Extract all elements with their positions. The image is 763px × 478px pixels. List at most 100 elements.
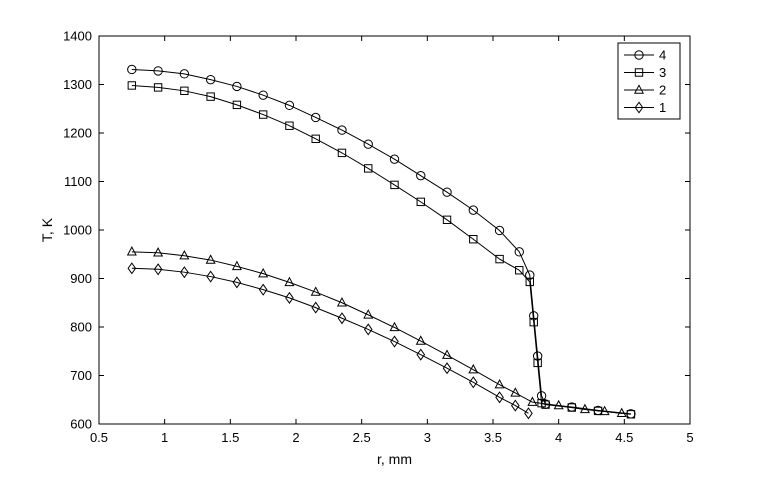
data-point [533,358,542,368]
data-point [510,387,521,397]
x-tick-label: 1.5 [221,430,239,445]
data-point [553,399,564,410]
data-point [206,92,215,101]
data-point [153,247,164,257]
y-tick-label: 900 [70,271,92,286]
data-point [180,86,189,96]
x-axis-label: r, mm [377,451,412,467]
data-point [337,125,347,135]
data-point [285,121,294,130]
legend-marker [634,50,644,60]
legend-item: 3 [624,65,666,80]
data-point [337,312,347,325]
data-point [258,283,268,296]
x-tick-label: 4.5 [615,430,633,445]
data-point [514,247,524,257]
legend-label: 3 [659,65,666,80]
legend-label: 1 [659,100,666,115]
data-point [415,335,426,345]
data-point [515,266,524,275]
data-point [469,235,478,244]
data-point [525,277,534,287]
data-point [363,323,373,336]
data-point [494,378,505,389]
data-point [311,112,321,123]
data-point [364,164,373,173]
data-point [205,254,216,264]
axis-ticks: 0.5 1 1.5 2 2.5 3 3.5 4 4.5 5 600 700 800 900 1000 1100… [63,29,694,446]
data-point [258,110,268,119]
data-point [442,362,452,375]
data-point [511,399,520,412]
y-tick-label: 1000 [63,223,92,238]
legend-marker [633,84,645,94]
data-point [524,407,533,420]
x-tick-label: 4 [555,430,562,445]
data-point [153,263,163,276]
data-point [468,376,478,389]
data-point [442,349,453,359]
data-point [363,309,374,319]
data-point [337,148,347,158]
data-point [363,139,373,149]
data-point [442,215,452,225]
y-tick-label: 700 [70,368,92,383]
data-point [416,197,425,207]
data-point [258,90,268,100]
data-point [127,81,137,90]
data-point [284,100,295,111]
data-point [390,335,399,348]
y-tick-label: 1300 [63,77,92,92]
y-tick-label: 800 [70,320,92,335]
x-tick-label: 2.5 [353,430,371,445]
data-point [468,363,479,374]
data-point [390,180,399,190]
series-1 [127,262,533,420]
data-point [258,267,269,278]
data-point [127,64,137,75]
data-point [153,83,163,92]
data-point [232,81,242,92]
data-point [525,270,535,280]
data-point [206,270,215,283]
data-point [179,69,190,79]
data-point [567,403,576,412]
data-point [468,205,478,215]
y-axis-label: T, K [39,217,55,242]
data-point [416,348,426,361]
data-point [527,396,538,406]
legend-item: 1 [624,100,666,115]
series-lines [126,64,636,420]
series-line [131,267,529,414]
y-tick-label: 1400 [63,29,92,44]
data-point [310,286,321,296]
data-point [495,254,504,264]
x-tick-label: 1 [161,430,168,445]
x-tick-label: 5 [686,430,693,445]
legend-marker [634,101,644,114]
data-point [529,317,538,327]
data-point [232,276,242,289]
data-point [442,187,452,197]
legend-box [617,42,681,120]
data-point [179,249,190,260]
x-tick-label: 0.5 [90,430,108,445]
series-2 [126,246,627,418]
data-point [232,100,242,110]
data-point [205,74,216,85]
legend-label: 2 [659,83,666,98]
series-line [131,251,622,414]
data-point [599,405,610,416]
y-tick-label: 1200 [63,126,92,141]
x-tick-label: 3 [424,430,431,445]
data-point [579,403,590,414]
data-point [311,301,321,314]
data-point [416,170,426,181]
y-tick-label: 600 [70,417,92,432]
data-point [180,266,189,279]
legend-item: 4 [624,48,666,63]
data-point [284,276,295,287]
data-point [231,260,242,271]
data-point [153,66,163,76]
x-tick-label: 3.5 [484,430,502,445]
